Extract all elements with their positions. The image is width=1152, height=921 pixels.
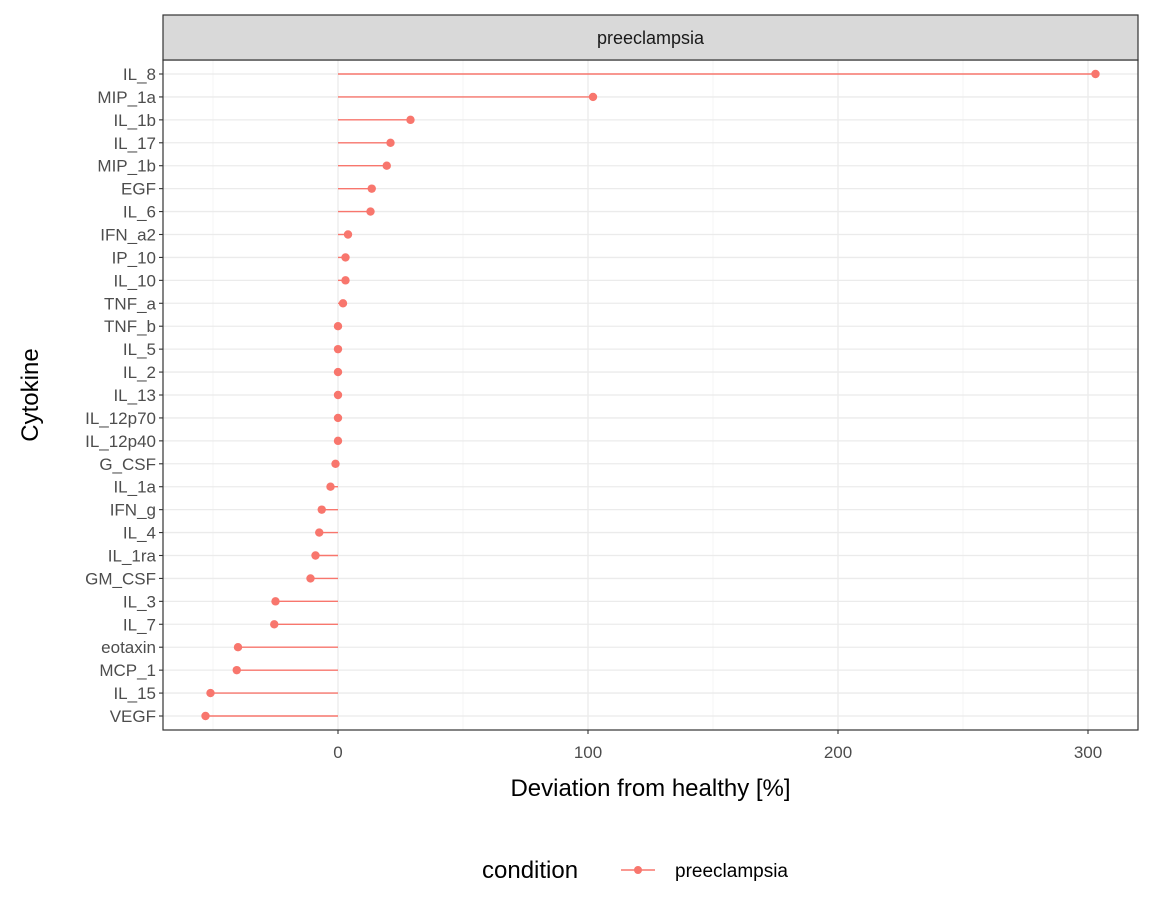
y-tick-label-MIP_1b: MIP_1b [97,157,156,176]
facet-strip-label: preeclampsia [597,28,705,48]
y-tick-label-IL_12p40: IL_12p40 [85,432,156,451]
lollipop-point-IL_2 [333,367,343,377]
x-axis-ticks: 0 100 200 300 [333,730,1102,762]
y-tick-label-TNF_b: TNF_b [104,317,156,336]
y-tick-label-IL_7: IL_7 [123,615,156,634]
legend-title: condition [482,857,578,884]
lollipop-point-IL_12p70 [333,413,343,423]
y-tick-label-TNF_a: TNF_a [104,294,157,313]
y-tick-label-IL_5: IL_5 [123,340,156,359]
lollipop-point-IFN_a2 [343,230,353,239]
lollipop-point-IL_12p40 [333,436,343,446]
y-tick-label-IL_2: IL_2 [123,363,156,382]
marks-layer [201,69,1100,721]
lollipop-point-IL_6 [366,207,375,216]
lollipop-point-TNF_b [333,322,343,331]
facet-strip: preeclampsia [162,14,1139,61]
lollipop-point-VEGF [201,711,210,721]
lollipop-point-IL_1ra [311,551,320,560]
lollipop-point-GM_CSF [306,574,315,583]
x-axis-title: Deviation from healthy [%] [510,775,790,802]
lollipop-point-IL_5 [333,344,343,354]
y-tick-label-IL_13: IL_13 [113,386,156,405]
x-tick-label: 100 [574,743,602,762]
lollipop-point-IL_3 [271,597,280,606]
y-tick-label-IL_15: IL_15 [113,684,156,703]
lollipop-point-IL_15 [206,688,215,698]
y-tick-label-IL_4: IL_4 [123,524,156,543]
y-tick-label-IL_10: IL_10 [113,271,156,290]
y-tick-label-IL_1a: IL_1a [113,478,156,497]
y-tick-label-MCP_1: MCP_1 [99,661,156,680]
lollipop-point-IL_1a [326,482,335,491]
lollipop-point-EGF [367,184,376,193]
x-tick-label: 0 [333,743,342,762]
y-tick-label-G_CSF: G_CSF [99,455,156,474]
y-axis-title: Cytokine [17,348,44,441]
lollipop-point-MIP_1a [588,92,598,102]
lollipop-point-IFN_g [317,505,326,514]
y-tick-label-IFN_g: IFN_g [110,501,156,520]
lollipop-point-IL_8 [1091,69,1100,79]
lollipop-point-IL_17 [386,138,395,147]
x-tick-label: 200 [824,743,852,762]
y-tick-label-IL_1b: IL_1b [113,111,156,130]
y-tick-label-IFN_a2: IFN_a2 [100,226,156,245]
lollipop-point-TNF_a [338,299,348,308]
lollipop-point-IL_1b [406,115,415,125]
grid-layer [163,60,1138,730]
x-tick-label: 300 [1074,743,1102,762]
legend: condition preeclampsia [482,857,788,884]
lollipop-point-G_CSF [331,459,340,468]
y-tick-label-EGF: EGF [121,180,156,199]
y-tick-label-IP_10: IP_10 [112,248,156,267]
y-tick-label-IL_6: IL_6 [123,203,156,222]
y-tick-label-MIP_1a: MIP_1a [97,88,156,107]
y-tick-label-IL_8: IL_8 [123,65,156,84]
y-tick-label-IL_1ra: IL_1ra [108,547,157,566]
legend-label: preeclampsia [675,861,788,882]
y-tick-label-eotaxin: eotaxin [101,638,156,657]
y-tick-label-VEGF: VEGF [110,707,156,726]
facet-strip-background [162,14,1139,61]
lollipop-point-IP_10 [341,253,350,262]
legend-key-point [634,866,642,874]
y-tick-label-IL_17: IL_17 [113,134,156,153]
lollipop-point-IL_4 [315,528,324,537]
lollipop-point-MCP_1 [232,665,241,675]
lollipop-point-MIP_1b [382,161,391,170]
lollipop-point-IL_10 [341,276,350,285]
y-tick-label-IL_3: IL_3 [123,592,156,611]
lollipop-point-IL_7 [270,620,279,629]
lollipop-point-eotaxin [233,643,243,652]
y-axis-ticks: IL_8 MIP_1a IL_1b IL_17 MIP_1b EGF IL_6 IFN_a2 I… [85,65,163,726]
y-tick-label-GM_CSF: GM_CSF [85,569,156,588]
y-tick-label-IL_12p70: IL_12p70 [85,409,156,428]
lollipop-point-IL_13 [333,390,343,400]
